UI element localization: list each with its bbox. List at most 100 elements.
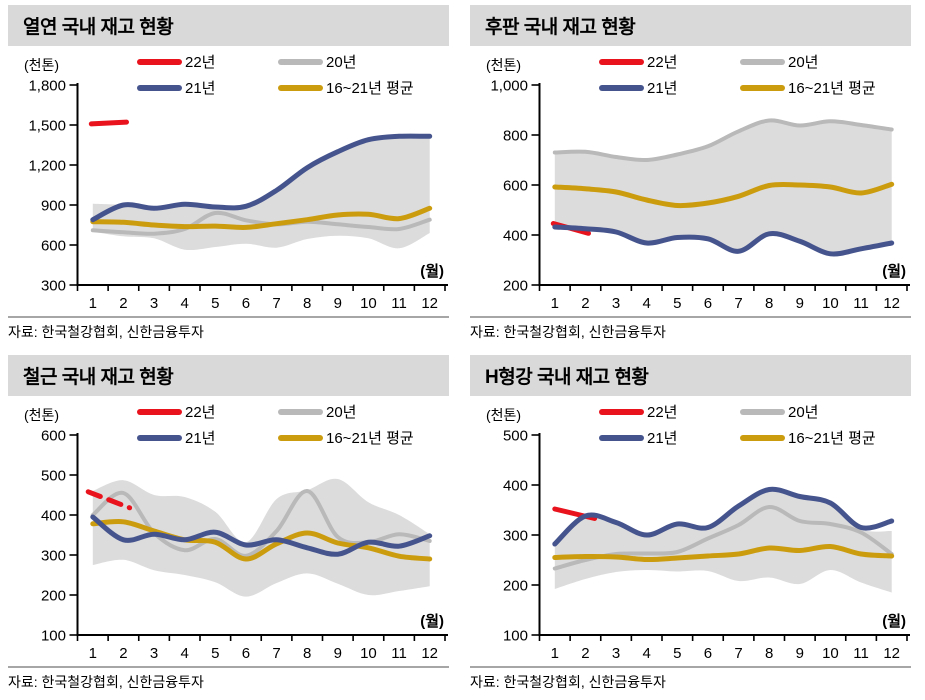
x-axis-tick-label: 7	[734, 295, 742, 312]
x-axis-tick-label: 3	[150, 645, 158, 662]
x-axis-tick-label: 11	[391, 295, 407, 312]
legend-swatch-y20	[740, 408, 785, 415]
legend-label-avg: 16~21년 평균	[788, 80, 876, 97]
legend-item-avg: 16~21년 평균	[740, 78, 876, 97]
legend-label-y22: 22년	[185, 404, 216, 421]
y-axis-tick-label: 600	[41, 238, 66, 255]
legend-label-avg: 16~21년 평균	[326, 80, 414, 97]
legend-label-y20: 20년	[326, 54, 357, 71]
y-axis-tick-label: 100	[41, 628, 66, 645]
legend-label-y20: 20년	[788, 404, 819, 421]
x-axis-tick-label: 11	[853, 645, 869, 662]
legend-swatch-avg	[278, 434, 323, 441]
x-axis-tick-label: 9	[796, 645, 804, 662]
x-axis-tick-label: 9	[334, 295, 342, 312]
x-axis-tick-label: 11	[391, 645, 407, 662]
y-axis-tick-label: 400	[503, 228, 528, 245]
series-line-y22	[88, 119, 129, 127]
legend-label-y20: 20년	[788, 54, 819, 71]
series-line-avg	[552, 543, 895, 563]
x-axis-tick-label: 4	[643, 295, 651, 312]
series-line-avg	[90, 519, 433, 562]
x-axis-tick-label: 10	[822, 645, 839, 662]
y-axis-tick-label: 1,200	[28, 158, 66, 175]
legend-swatch-y22	[599, 408, 644, 415]
legend-item-y22: 22년	[599, 402, 740, 421]
legend-item-y20: 20년	[278, 52, 414, 71]
y-axis-tick-label: 200	[503, 578, 528, 595]
band-min-max	[92, 136, 430, 251]
legend-swatch-y21	[599, 434, 644, 441]
series-line-y21	[90, 514, 433, 557]
x-axis-tick-label: 12	[421, 295, 438, 312]
source-divider	[8, 666, 449, 668]
series-line-y22	[85, 489, 133, 511]
y-axis-tick-label: 500	[503, 428, 528, 445]
x-axis-tick-label: 4	[181, 645, 189, 662]
series-line-y20	[552, 505, 894, 571]
source-text: 자료: 한국철강협회, 신한금융투자	[8, 324, 204, 340]
legend-label-avg: 16~21년 평균	[326, 430, 414, 447]
chart-legend: 22년 20년 21년 16~21년 평균	[137, 402, 414, 447]
band-min-max	[92, 478, 430, 597]
chart-legend: 22년 20년 21년 16~21년 평균	[137, 52, 414, 97]
chart-title-bar: 열연 국내 재고 현황	[8, 5, 449, 46]
legend-item-avg: 16~21년 평균	[278, 78, 414, 97]
y-axis-unit-label: (천톤)	[486, 407, 522, 423]
x-axis-tick-label: 3	[612, 645, 620, 662]
series-line-y20	[90, 210, 432, 236]
x-axis-tick-label: 6	[242, 645, 250, 662]
x-axis-tick-label: 10	[822, 295, 839, 312]
legend-item-y20: 20년	[740, 52, 876, 71]
y-axis-tick-label: 200	[41, 588, 66, 605]
y-axis-unit-label: (천톤)	[24, 407, 60, 423]
chart-title-bar: 철근 국내 재고 현황	[8, 355, 449, 396]
x-axis-tick-label: 2	[119, 295, 127, 312]
chart-panel-h-beam: H형강 국내 재고 현황 (천톤) 22년 20년 21년 16~21년 평균 100…	[462, 350, 924, 700]
x-axis-tick-label: 6	[242, 295, 250, 312]
chart-legend: 22년 20년 21년 16~21년 평균	[599, 402, 876, 447]
x-axis-tick-label: 8	[765, 645, 773, 662]
x-axis-tick-label: 5	[211, 645, 219, 662]
band-min-max	[554, 120, 892, 255]
x-axis-tick-label: 5	[673, 645, 681, 662]
chart-panel-plate: 후판 국내 재고 현황 (천톤) 22년 20년 21년 16~21년 평균 200 4…	[462, 0, 924, 350]
band-min-max	[554, 489, 892, 593]
legend-item-y21: 21년	[599, 78, 740, 97]
x-axis-tick-label: 5	[673, 295, 681, 312]
y-axis-tick-label: 600	[503, 178, 528, 195]
legend-label-y21: 21년	[647, 430, 678, 447]
legend-item-y20: 20년	[740, 402, 876, 421]
legend-swatch-y21	[599, 84, 644, 91]
legend-item-y20: 20년	[278, 402, 414, 421]
chart-panel-hot-rolled: 열연 국내 재고 현황 (천톤) 22년 20년 21년 16~21년 평균 300 6…	[0, 0, 462, 350]
source-divider	[8, 316, 449, 318]
x-axis-tick-label: 6	[704, 645, 712, 662]
legend-item-y21: 21년	[599, 428, 740, 447]
series-line-y21	[552, 224, 895, 257]
x-axis-tick-label: 4	[643, 645, 651, 662]
x-axis-unit-label: (월)	[882, 613, 906, 630]
y-axis-tick-label: 900	[41, 198, 66, 215]
legend-item-y22: 22년	[599, 52, 740, 71]
x-axis-tick-label: 2	[119, 645, 127, 662]
legend-label-y21: 21년	[185, 430, 216, 447]
y-axis-tick-label: 1,500	[28, 118, 66, 135]
legend-swatch-y20	[740, 58, 785, 65]
x-axis-tick-label: 7	[272, 295, 280, 312]
y-axis-tick-label: 500	[41, 468, 66, 485]
legend-swatch-y20	[278, 58, 323, 65]
legend-item-y21: 21년	[137, 78, 278, 97]
y-axis-tick-label: 400	[41, 508, 66, 525]
series-line-avg	[552, 181, 895, 209]
legend-label-y21: 21년	[647, 80, 678, 97]
source-text: 자료: 한국철강협회, 신한금융투자	[470, 674, 666, 690]
x-axis-tick-label: 8	[303, 295, 311, 312]
legend-swatch-y22	[599, 58, 644, 65]
legend-swatch-avg	[740, 84, 785, 91]
x-axis-tick-label: 7	[734, 645, 742, 662]
x-axis-unit-label: (월)	[420, 263, 444, 280]
legend-label-y22: 22년	[647, 404, 678, 421]
